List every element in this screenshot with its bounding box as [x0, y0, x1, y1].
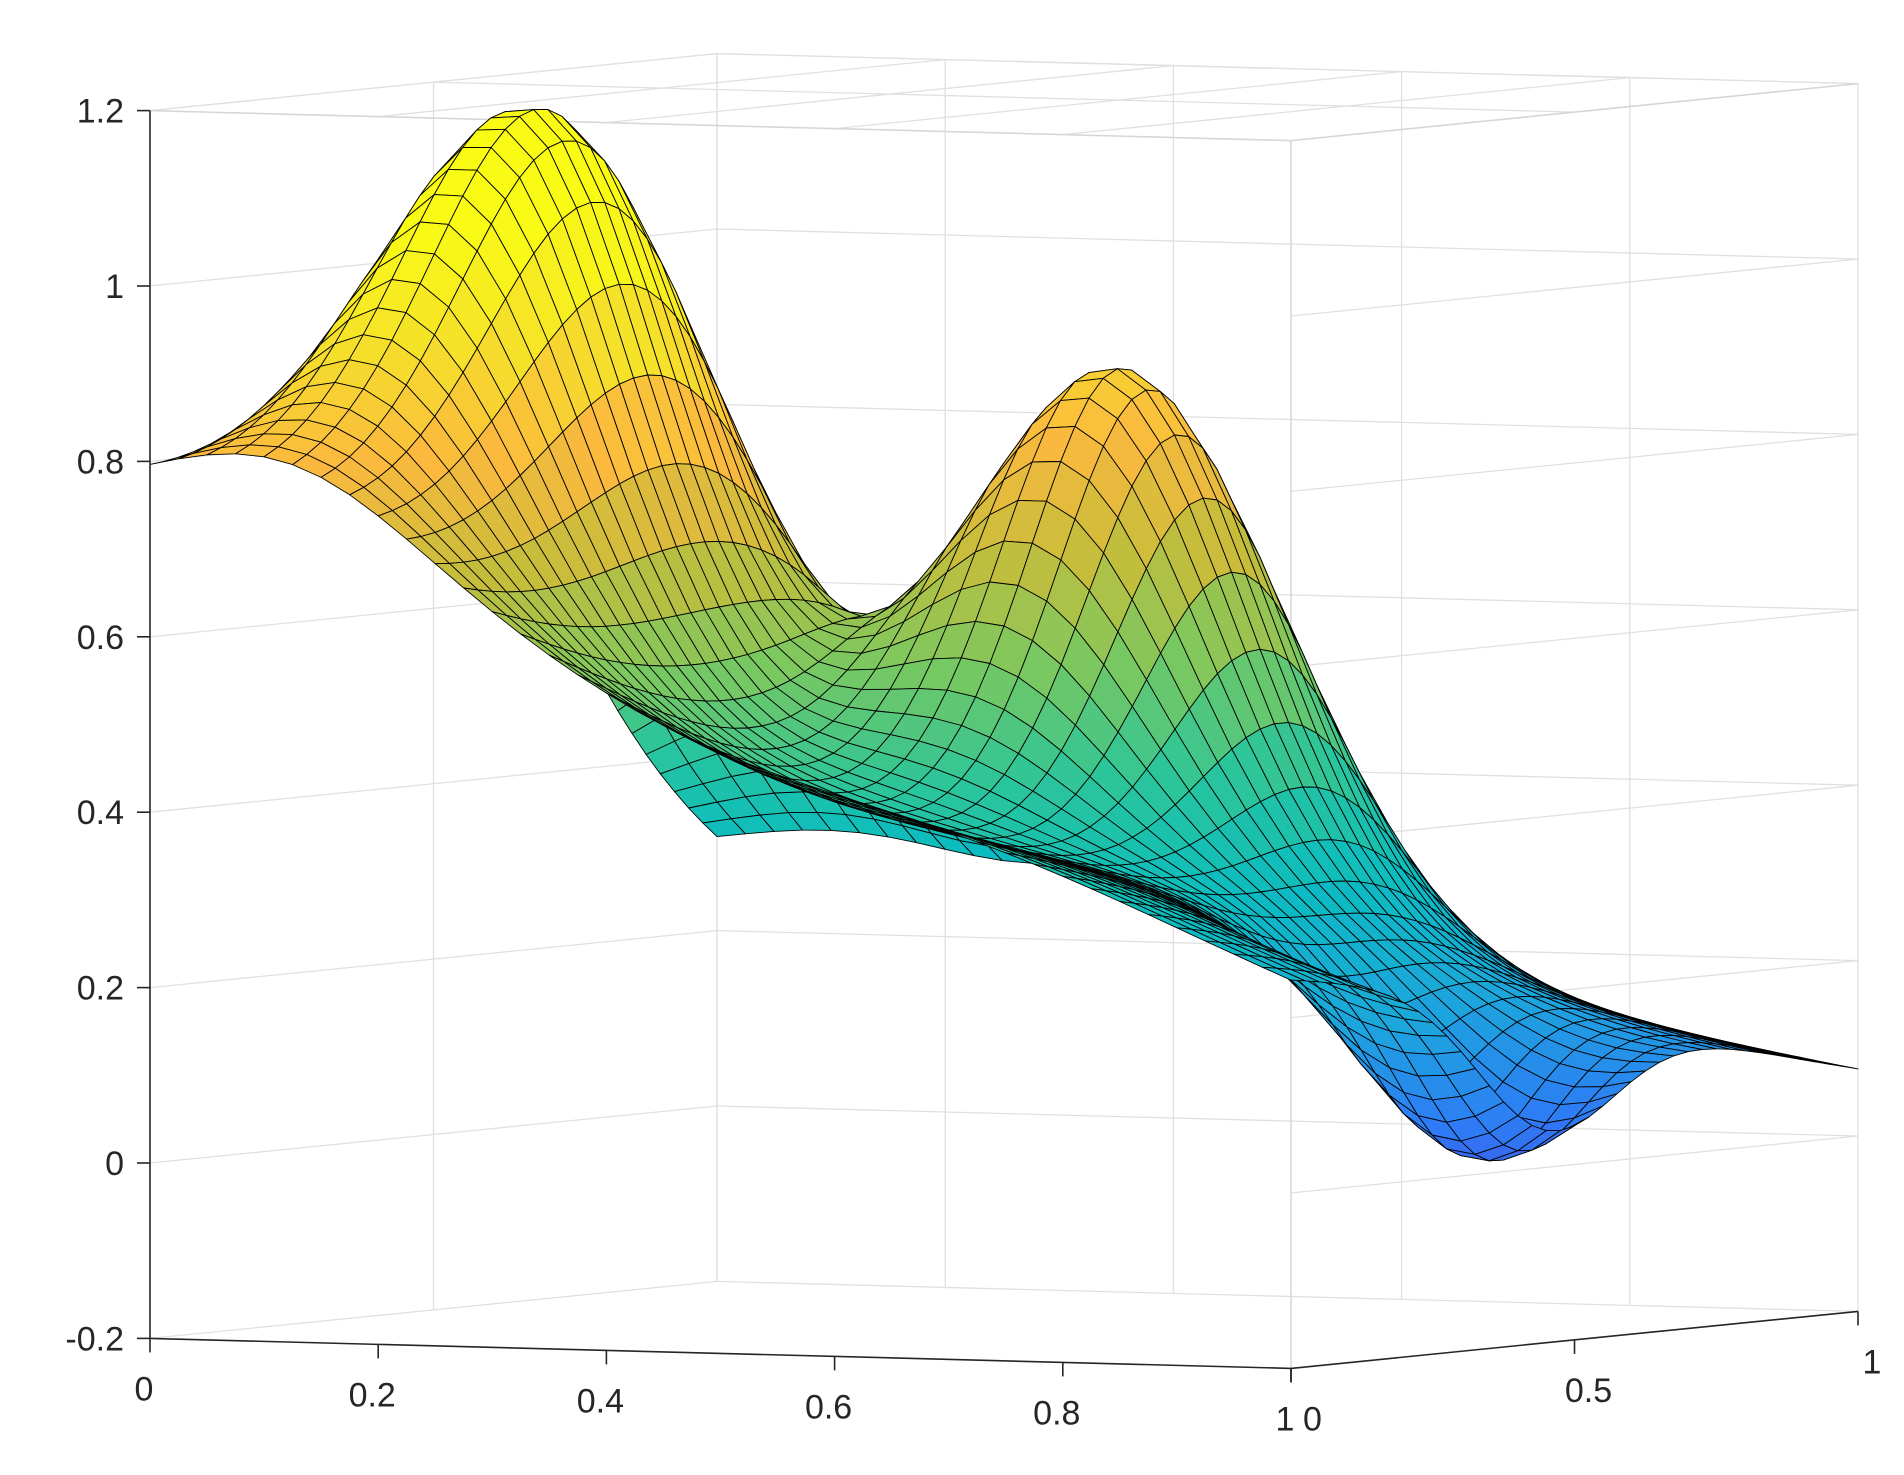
tick-labels: -0.200.20.40.60.811.20 0.2 0.4 0.6 0.8 1 00.51: [65, 93, 1881, 1439]
axes: [137, 109, 1859, 1383]
y-tick-label: 0.5: [1565, 1372, 1612, 1410]
y-tick-label: 0: [1303, 1400, 1322, 1438]
grid-line-z: [716, 1280, 1859, 1313]
grid-line-y: [433, 81, 1575, 113]
z-tick-label: -0.2: [65, 1320, 124, 1358]
surface-patch: [149, 453, 194, 465]
z-tick-label: 1.2: [77, 93, 124, 131]
x-tick-label: 0.4: [577, 1382, 624, 1420]
z-tick-label: 0.4: [77, 794, 124, 832]
y-tick-label: 1: [1863, 1343, 1882, 1381]
grid-line-z: [716, 228, 1859, 260]
x-axis-line: [149, 1337, 1292, 1370]
x-tick-label: 0: [135, 1370, 154, 1408]
grid-line-z: [716, 579, 1859, 611]
z-tick-label: 1: [105, 268, 124, 306]
z-tick-label: 0.8: [77, 443, 124, 481]
grid-line-y: [716, 52, 1859, 85]
box-edge: [1290, 82, 1859, 142]
surface-patch: [1262, 966, 1306, 982]
z-tick-label: 0.6: [77, 619, 124, 657]
grid-line-z-right: [1290, 609, 1859, 668]
grid-line-z-right: [1290, 1135, 1859, 1194]
x-tick-label: 0.2: [349, 1376, 396, 1414]
z-tick-label: 0: [105, 1145, 124, 1183]
z-tick-label: 0.2: [77, 970, 124, 1008]
grid-line-z-right: [1290, 433, 1859, 493]
grid-line-z-right: [1290, 258, 1859, 317]
surface-mesh: [149, 109, 1859, 1162]
box-edge: [149, 109, 1292, 142]
x-tick-label: 1: [1276, 1400, 1295, 1438]
x-tick-label: 0.8: [1033, 1394, 1080, 1432]
grid-line-z: [716, 1105, 1859, 1137]
x-tick-label: 0.6: [805, 1388, 852, 1426]
grid-line-z: [716, 403, 1859, 436]
